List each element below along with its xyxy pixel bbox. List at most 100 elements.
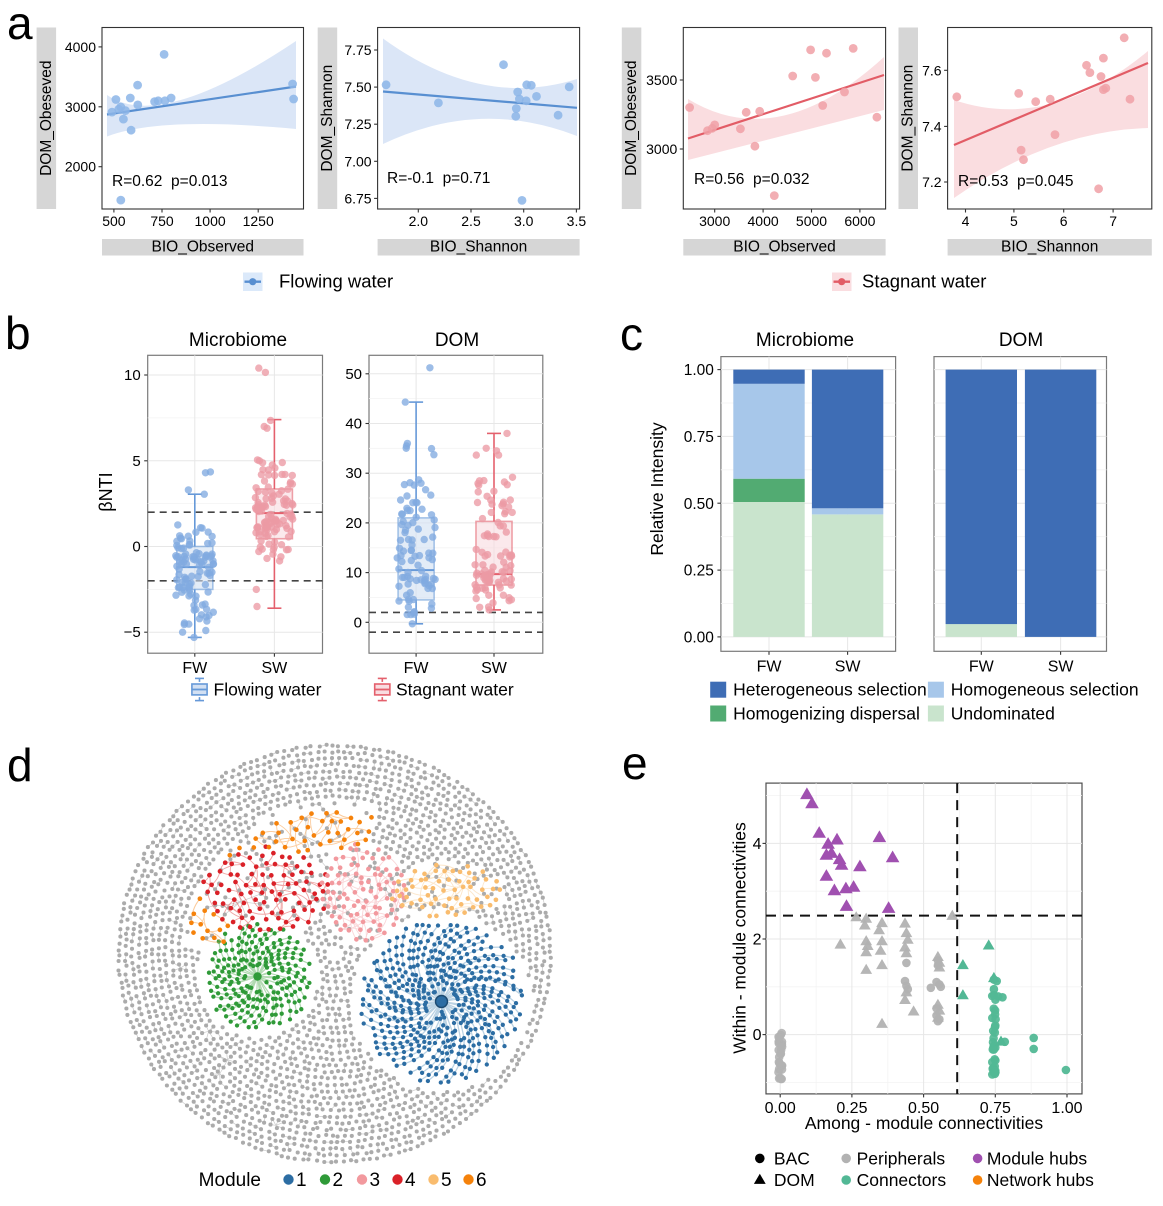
svg-text:7.6: 7.6 [922, 62, 942, 78]
svg-text:Microbiome: Microbiome [189, 330, 287, 351]
svg-text:1: 1 [296, 1170, 307, 1191]
svg-text:4: 4 [962, 213, 970, 229]
svg-text:DOM: DOM [999, 330, 1043, 351]
svg-text:0.00: 0.00 [684, 629, 715, 646]
svg-text:3000: 3000 [65, 99, 96, 115]
svg-text:5000: 5000 [796, 213, 827, 229]
svg-text:7: 7 [1109, 213, 1117, 229]
svg-text:Connectors: Connectors [857, 1170, 947, 1190]
svg-text:a: a [7, 0, 33, 49]
svg-text:0: 0 [753, 1027, 762, 1044]
svg-text:R=0.53 p=0.045: R=0.53 p=0.045 [958, 173, 1074, 190]
svg-text:Homogeneous selection: Homogeneous selection [951, 680, 1139, 700]
svg-text:DOM_Obeseved: DOM_Obeseved [623, 60, 640, 175]
svg-text:2.5: 2.5 [461, 213, 481, 229]
svg-text:3: 3 [370, 1170, 381, 1191]
svg-text:7.4: 7.4 [922, 118, 942, 134]
svg-text:7.25: 7.25 [344, 116, 371, 132]
svg-text:Flowing water: Flowing water [279, 271, 393, 292]
svg-text:3500: 3500 [646, 72, 677, 88]
svg-text:b: b [5, 307, 31, 359]
svg-text:R=0.62 p=0.013: R=0.62 p=0.013 [112, 173, 228, 190]
svg-text:10: 10 [345, 565, 362, 582]
svg-text:6: 6 [1060, 213, 1068, 229]
svg-text:DOM_Obeseved: DOM_Obeseved [38, 60, 55, 175]
svg-text:Stagnant water: Stagnant water [396, 680, 514, 700]
svg-text:BIO_Shannon: BIO_Shannon [430, 239, 527, 256]
svg-text:4: 4 [405, 1170, 416, 1191]
svg-text:500: 500 [102, 213, 126, 229]
svg-text:2: 2 [753, 932, 762, 949]
svg-text:2.0: 2.0 [409, 213, 429, 229]
svg-text:1.00: 1.00 [1051, 1100, 1082, 1117]
svg-text:2000: 2000 [65, 159, 96, 175]
svg-text:Module: Module [199, 1170, 261, 1191]
svg-text:R=-0.1 p=0.71: R=-0.1 p=0.71 [387, 170, 490, 187]
svg-text:3.0: 3.0 [514, 213, 534, 229]
svg-text:3000: 3000 [646, 141, 677, 157]
svg-text:6: 6 [476, 1170, 487, 1191]
svg-text:BIO_Observed: BIO_Observed [733, 239, 836, 256]
svg-text:6000: 6000 [844, 213, 875, 229]
svg-text:FW: FW [757, 658, 783, 675]
svg-text:Relative Intensity: Relative Intensity [647, 422, 667, 556]
svg-text:5: 5 [132, 453, 140, 470]
svg-text:DOM: DOM [774, 1170, 815, 1190]
svg-text:20: 20 [345, 515, 362, 532]
svg-text:−5: −5 [124, 624, 141, 641]
svg-text:c: c [620, 308, 643, 360]
svg-text:SW: SW [1048, 658, 1075, 675]
svg-text:7.75: 7.75 [344, 42, 371, 58]
svg-text:BIO_Shannon: BIO_Shannon [1001, 239, 1098, 256]
svg-text:Network hubs: Network hubs [987, 1170, 1094, 1190]
svg-text:0.50: 0.50 [684, 496, 715, 513]
svg-text:0.75: 0.75 [684, 429, 714, 446]
svg-text:4000: 4000 [748, 213, 779, 229]
svg-text:5: 5 [441, 1170, 452, 1191]
svg-text:7.50: 7.50 [344, 79, 371, 95]
svg-text:Undominated: Undominated [951, 704, 1055, 724]
svg-text:1000: 1000 [195, 213, 226, 229]
svg-text:4: 4 [753, 836, 762, 853]
svg-text:Within - module connectivities: Within - module connectivities [730, 822, 750, 1054]
svg-text:FW: FW [182, 660, 208, 677]
svg-text:FW: FW [404, 660, 430, 677]
svg-text:Homogenizing dispersal: Homogenizing dispersal [733, 704, 920, 724]
svg-text:e: e [622, 737, 648, 789]
svg-text:Stagnant water: Stagnant water [862, 271, 986, 292]
svg-text:7.00: 7.00 [344, 153, 371, 169]
svg-text:Heterogeneous selection: Heterogeneous selection [733, 680, 927, 700]
svg-text:0.25: 0.25 [684, 563, 714, 580]
svg-text:BAC: BAC [774, 1148, 810, 1168]
svg-text:0: 0 [132, 539, 140, 556]
svg-text:50: 50 [345, 366, 362, 383]
svg-text:4000: 4000 [65, 39, 96, 55]
svg-text:3.5: 3.5 [567, 213, 587, 229]
svg-text:2: 2 [333, 1170, 344, 1191]
svg-text:DOM_Shannon: DOM_Shannon [900, 65, 917, 172]
svg-text:βNTI: βNTI [96, 472, 116, 511]
svg-text:Microbiome: Microbiome [756, 330, 854, 351]
svg-text:30: 30 [345, 465, 362, 482]
svg-text:10: 10 [124, 367, 141, 384]
svg-text:d: d [7, 739, 33, 791]
svg-text:SW: SW [835, 658, 862, 675]
svg-text:Module hubs: Module hubs [987, 1148, 1087, 1168]
svg-text:6.75: 6.75 [344, 190, 371, 206]
svg-text:FW: FW [969, 658, 995, 675]
svg-text:0: 0 [354, 614, 362, 631]
svg-text:Peripherals: Peripherals [857, 1148, 946, 1168]
svg-text:Among - module connectivities: Among - module connectivities [805, 1113, 1044, 1133]
svg-text:5: 5 [1010, 213, 1018, 229]
svg-text:1.00: 1.00 [684, 362, 715, 379]
svg-text:BIO_Observed: BIO_Observed [152, 239, 255, 256]
svg-text:Flowing water: Flowing water [214, 680, 322, 700]
svg-text:1250: 1250 [243, 213, 274, 229]
svg-text:DOM_Shannon: DOM_Shannon [319, 65, 336, 172]
svg-text:SW: SW [481, 660, 508, 677]
svg-text:0.00: 0.00 [765, 1100, 796, 1117]
svg-text:3000: 3000 [699, 213, 730, 229]
svg-text:DOM: DOM [435, 330, 479, 351]
svg-text:SW: SW [262, 660, 289, 677]
svg-text:R=0.56 p=0.032: R=0.56 p=0.032 [694, 171, 810, 188]
